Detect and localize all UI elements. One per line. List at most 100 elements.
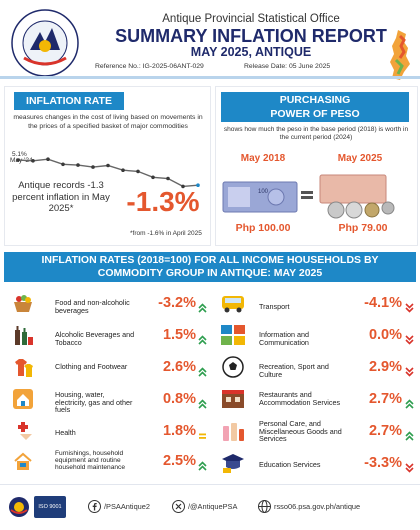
house-utilities-icon (12, 388, 34, 410)
commodity-label: Information and Communication (259, 330, 309, 347)
equals-icon (300, 188, 314, 202)
commodity-row-restaurants: Restaurants and Accommodation Services 2… (218, 388, 416, 414)
recreation-icon (220, 356, 246, 378)
inflation-data-point (91, 165, 95, 169)
commodity-value: 1.5% (162, 327, 196, 343)
commodity-label: Transport (259, 302, 290, 311)
psa-logo (10, 8, 80, 78)
antique-map-icon (370, 28, 418, 83)
commodity-row-housing: Housing, water, electricity, gas and oth… (10, 388, 207, 415)
bottles-icon (12, 324, 34, 346)
purchasing-year-current: May 2025 (337, 153, 383, 164)
commodity-heading-line1: INFLATION RATES (2018=100) FOR ALL INCOM… (41, 254, 379, 266)
inflation-description: measures changes in the cost of living b… (13, 114, 203, 130)
commodity-row-personal-care: Personal Care, and Miscellaneous Goods a… (218, 420, 416, 446)
personal-care-icon (220, 420, 246, 442)
commodity-label: Health (55, 428, 76, 437)
commodity-group-heading: INFLATION RATES (2018=100) FOR ALL INCOM… (4, 252, 416, 282)
inflation-trend-chart: 5.1% May '24 (10, 151, 200, 189)
twitter-link[interactable]: /@AntiquePSA (188, 502, 238, 511)
commodity-label: Personal Care, and Miscellaneous Goods a… (259, 419, 342, 444)
inflation-data-point (106, 163, 110, 168)
trend-down-icon (405, 364, 414, 377)
inflation-data-point (196, 183, 200, 187)
purchasing-value-base: Php 100.00 (235, 222, 291, 234)
trend-up-icon (198, 458, 207, 471)
inflation-data-point (121, 168, 125, 172)
commodity-row-education: Education Services -3.3% (218, 452, 416, 478)
inflation-data-point (151, 175, 155, 180)
clothing-icon (12, 356, 34, 378)
commodity-label: Restaurants and Accommodation Services (259, 390, 341, 407)
commodity-row-health: Health 1.8% (10, 420, 207, 446)
inflation-data-point (181, 184, 185, 189)
commodity-value: 0.0% (368, 327, 402, 343)
chart-first-value-label: 5.1% (12, 151, 27, 158)
inflation-data-point (76, 163, 80, 167)
inflation-note: *from -1.6% in April 2025 (130, 230, 202, 237)
trend-up-icon (198, 364, 207, 377)
office-name: Antique Provincial Statistical Office (162, 13, 340, 25)
commodity-value: 2.7% (368, 391, 402, 407)
education-icon (220, 452, 246, 474)
household-equipment-icon (12, 450, 34, 472)
trend-up-icon (198, 396, 207, 409)
report-subtitle: MAY 2025, ANTIQUE (190, 45, 312, 59)
commodity-value: 1.8% (162, 423, 196, 439)
trend-same-icon (198, 428, 207, 439)
bagong-pilipinas-logo (8, 496, 30, 518)
purchasing-power-heading: PURCHASING POWER OF PESO (221, 92, 409, 122)
commodity-row-alcohol: Alcoholic Beverages and Tobacco 1.5% (10, 324, 207, 350)
commodity-row-furnishings: Furnishings, household equipment and rou… (10, 450, 207, 476)
globe-icon[interactable] (258, 500, 271, 513)
iso-badge: ISO 9001 (34, 496, 66, 518)
commodity-value: 2.6% (162, 359, 196, 375)
commodity-label: Recreation, Sport and Culture (259, 362, 329, 379)
commodity-value: -4.1% (364, 295, 402, 311)
purchasing-heading-line2: POWER OF PESO (270, 108, 360, 120)
trend-down-icon (405, 300, 414, 313)
commodity-row-transport: Transport -4.1% (218, 292, 416, 318)
peso-coins-icon (318, 172, 402, 220)
footer-divider (0, 484, 420, 485)
trend-up-icon (405, 428, 414, 441)
header-divider (0, 76, 420, 79)
inflation-record-text: Antique records -1.3 percent inflation i… (12, 180, 110, 214)
commodity-label: Food and non-alcoholic beverages (55, 298, 130, 315)
facebook-icon[interactable] (88, 500, 101, 513)
inflation-rate-card (4, 86, 211, 246)
inflation-data-point (166, 176, 170, 181)
commodity-value: 0.8% (162, 391, 196, 407)
purchasing-year-base: May 2018 (240, 153, 286, 164)
inflation-data-point (46, 157, 50, 161)
report-title: SUMMARY INFLATION REPORT (115, 26, 387, 46)
inflation-data-point (31, 159, 35, 163)
commodity-value: 2.7% (368, 423, 402, 439)
inflation-rate-heading: INFLATION RATE (14, 92, 124, 110)
release-date: Release Date: 05 June 2025 (244, 63, 331, 70)
commodity-label: Housing, water, electricity, gas and oth… (55, 390, 133, 415)
twitter-x-icon[interactable] (172, 500, 185, 513)
commodity-row-recreation: Recreation, Sport and Culture 2.9% (218, 356, 416, 382)
health-icon (12, 420, 34, 442)
transport-icon (220, 292, 246, 314)
commodity-row-information: Information and Communication 0.0% (218, 324, 416, 350)
inflation-data-point (61, 162, 65, 167)
restaurant-icon (220, 388, 246, 410)
commodity-label: Education Services (259, 460, 321, 469)
purchasing-description: shows how much the peso in the base peri… (223, 126, 409, 141)
commodity-label: Furnishings, household equipment and rou… (55, 450, 126, 471)
peso-bill-icon: 100 (222, 177, 298, 217)
trend-up-icon (198, 332, 207, 345)
website-link[interactable]: rsso06.psa.gov.ph/antique (274, 502, 361, 511)
food-basket-icon (12, 292, 34, 314)
commodity-value: -3.2% (158, 295, 196, 311)
facebook-link[interactable]: /PSAAntique2 (104, 502, 151, 511)
information-communication-icon (220, 324, 246, 346)
commodity-label: Alcoholic Beverages and Tobacco (55, 330, 135, 347)
commodity-heading-line2: COMMODITY GROUP IN ANTIQUE: MAY 2025 (97, 267, 323, 279)
inflation-data-point (136, 169, 140, 174)
commodity-value: 2.5% (162, 453, 196, 469)
reference-number: Reference No.: IG-2025-06ANT-029 (95, 63, 204, 70)
trend-down-icon (405, 460, 414, 473)
